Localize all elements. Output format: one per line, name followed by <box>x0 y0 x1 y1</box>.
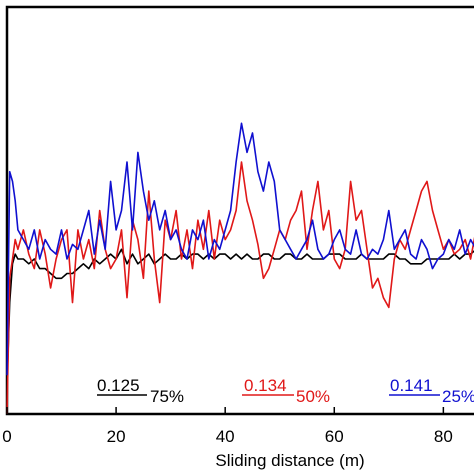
annotation-black-value: 0.125 <box>97 376 140 395</box>
series-line-1 <box>6 161 474 415</box>
annotation-blue: 0.141 25% <box>389 376 474 406</box>
annotation-red-label: 50% <box>296 387 330 406</box>
annotation-red-value: 0.134 <box>244 376 287 395</box>
x-tick-label: 20 <box>107 427 126 446</box>
x-tick-label: 60 <box>325 427 344 446</box>
x-tick-label: 0 <box>2 427 11 446</box>
x-axis-title: Sliding distance (m) <box>215 451 364 470</box>
annotation-blue-label: 25% <box>442 387 474 406</box>
annotation-blue-value: 0.141 <box>390 376 433 395</box>
annotation-black-label: 75% <box>150 387 184 406</box>
plot-frame <box>5 5 474 416</box>
x-ticks: 0 20 40 60 80 <box>2 407 453 446</box>
series-line-0 <box>6 248 474 385</box>
annotation-black: 0.125 75% <box>97 376 184 406</box>
series-layer <box>6 122 474 415</box>
x-tick-label: 40 <box>216 427 235 446</box>
annotation-red: 0.134 50% <box>242 376 330 406</box>
series-line-2 <box>6 122 474 376</box>
x-tick-label: 80 <box>434 427 453 446</box>
